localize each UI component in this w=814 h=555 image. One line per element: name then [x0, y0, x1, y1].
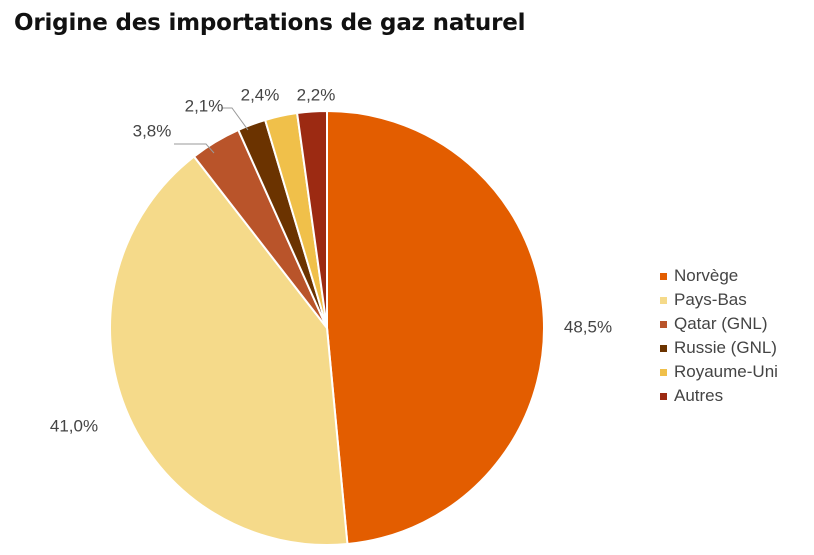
legend-label: Autres — [674, 386, 724, 405]
legend-swatch — [660, 344, 667, 352]
legend-swatch — [660, 296, 667, 304]
legend: Norvège Pays-Bas Qatar (GNL) Russie (GNL) Ro… — [660, 264, 778, 408]
legend-item: Pays-Bas — [660, 288, 778, 312]
data-label: 3,8% — [133, 121, 172, 140]
legend-item: Russie (GNL) — [660, 336, 778, 360]
pie-slice-norv-ge — [326, 109, 545, 546]
legend-label: Norvège — [674, 266, 739, 285]
legend-swatch — [660, 272, 667, 280]
chart-title: Origine des importations de gaz naturel — [14, 10, 526, 36]
data-label: 2,1% — [185, 96, 224, 115]
legend-label: Qatar (GNL) — [674, 314, 768, 333]
legend-item: Norvège — [660, 264, 778, 288]
data-label: 41,0% — [50, 416, 98, 435]
data-label: 2,2% — [297, 85, 336, 104]
data-label: 2,4% — [241, 85, 280, 104]
legend-label: Royaume-Uni — [674, 362, 778, 381]
legend-swatch — [660, 392, 667, 400]
leader-line — [174, 143, 215, 154]
legend-label: Pays-Bas — [674, 290, 747, 309]
pie-slice-autres — [295, 109, 328, 329]
legend-item: Qatar (GNL) — [660, 312, 778, 336]
legend-label: Russie (GNL) — [674, 338, 777, 357]
leader-line — [222, 107, 249, 131]
pie-slice-pays-bas — [109, 155, 349, 546]
legend-swatch — [660, 320, 667, 328]
legend-item: Royaume-Uni — [660, 360, 778, 384]
legend-item: Autres — [660, 384, 778, 408]
data-label: 48,5% — [564, 317, 612, 336]
legend-swatch — [660, 368, 667, 376]
